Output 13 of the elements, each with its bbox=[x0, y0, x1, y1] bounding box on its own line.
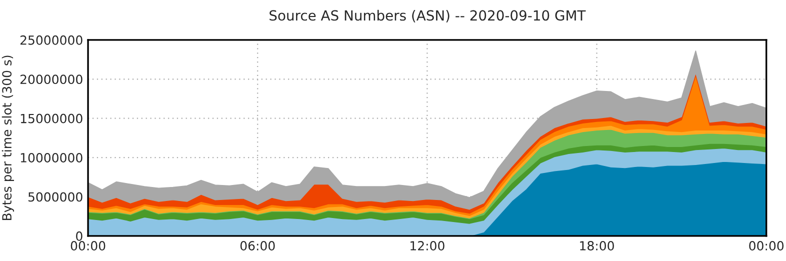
x-tick-label: 06:00 bbox=[240, 241, 275, 250]
x-tick-label: 00:00 bbox=[70, 241, 106, 250]
y-tick-label: 15000000 bbox=[20, 114, 82, 124]
y-tick-label: 0 bbox=[76, 231, 82, 241]
chart-title: Source AS Numbers (ASN) -- 2020-09-10 GMT bbox=[270, 10, 586, 22]
x-tick-label: 00:00 bbox=[749, 241, 784, 250]
y-tick-label: 20000000 bbox=[20, 74, 82, 84]
y-tick-label: 10000000 bbox=[20, 153, 82, 162]
y-axis-title: Bytes per time slot (300 s) bbox=[2, 56, 14, 220]
y-tick-label: 5000000 bbox=[28, 192, 82, 202]
y-tick-label: 25000000 bbox=[20, 35, 82, 45]
x-tick-label: 12:00 bbox=[410, 241, 444, 250]
x-tick-label: 18:00 bbox=[580, 241, 614, 250]
